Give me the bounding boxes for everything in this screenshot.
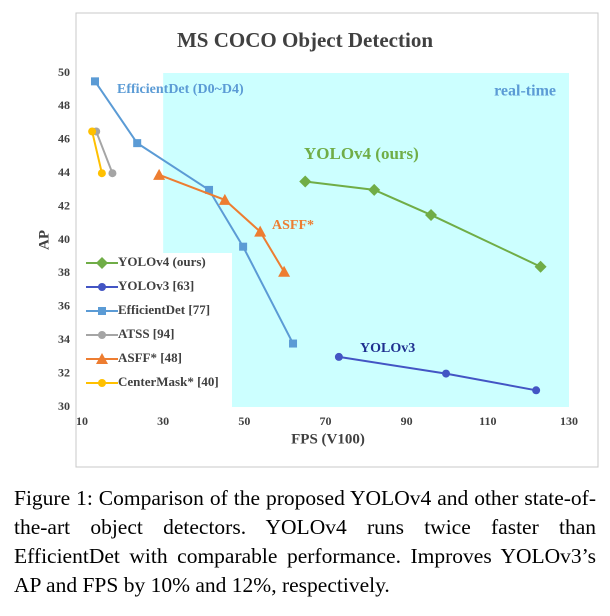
y-tick-label: 40	[58, 232, 70, 246]
y-tick-label: 50	[58, 65, 70, 79]
point	[532, 386, 541, 395]
point	[239, 242, 248, 251]
legend-marker	[98, 379, 106, 387]
y-tick-label: 48	[58, 98, 70, 112]
x-tick-label: 10	[76, 414, 88, 428]
y-tick-label: 38	[58, 265, 70, 279]
legend-label: ATSS [94]	[118, 326, 174, 341]
point	[90, 77, 99, 86]
legend-box	[82, 253, 232, 407]
legend-label: CenterMask* [40]	[118, 374, 219, 389]
point	[442, 369, 451, 378]
point	[153, 168, 166, 180]
y-tick-label: 44	[58, 165, 70, 179]
y-tick-label: 46	[58, 132, 70, 146]
annotation: ASFF*	[272, 218, 314, 233]
annotation: YOLOv3	[360, 341, 415, 356]
caption: Figure 1: Comparison of the proposed YOL…	[14, 486, 596, 597]
point	[97, 169, 106, 178]
point	[254, 225, 267, 237]
series-line	[95, 131, 114, 174]
x-tick-label: 110	[479, 414, 496, 428]
legend-label: YOLOv3 [63]	[118, 278, 194, 293]
annotation: YOLOv4 (ours)	[304, 144, 419, 163]
x-tick-label: 70	[320, 414, 332, 428]
point	[88, 127, 97, 136]
y-tick-label: 42	[58, 198, 70, 212]
annotation: real-time	[494, 83, 556, 100]
legend-label: YOLOv4 (ours)	[118, 254, 206, 269]
point	[133, 139, 142, 148]
point	[108, 169, 117, 178]
point	[299, 175, 312, 188]
series-line	[305, 180, 542, 268]
legend-marker	[98, 283, 106, 291]
plot-area: 10 30 50 70 90 110 130 30 32 34 36 38 40 42 44 46 48 50 YO…	[58, 65, 578, 428]
legend-marker	[96, 353, 108, 364]
x-tick-label: 30	[157, 414, 169, 428]
x-tick-label: 90	[401, 414, 413, 428]
series-line	[158, 173, 285, 273]
legend-marker	[98, 331, 106, 339]
point	[334, 352, 343, 361]
legend-label: EfficientDet [77]	[118, 302, 210, 317]
point	[278, 265, 291, 277]
legend-marker	[98, 307, 106, 315]
legend-label: ASFF* [48]	[118, 350, 182, 365]
chart: MS COCO Object Detection FPS (V100) AP 1…	[36, 12, 599, 468]
y-tick-label: 30	[58, 399, 70, 413]
point	[218, 193, 231, 205]
y-tick-label: 34	[58, 332, 70, 346]
point	[368, 183, 381, 196]
point	[425, 208, 438, 221]
point	[289, 339, 298, 348]
chart-title: MS COCO Object Detection	[177, 28, 433, 52]
legend-marker	[96, 257, 108, 269]
x-axis-label: FPS (V100)	[291, 431, 365, 447]
y-tick-label: 36	[58, 299, 70, 313]
point	[534, 260, 547, 273]
y-axis-label: AP	[36, 230, 52, 250]
series-line	[91, 131, 103, 174]
y-tick-label: 32	[58, 365, 70, 379]
x-tick-label: 50	[238, 414, 250, 428]
point	[205, 185, 214, 194]
annotation: EfficientDet (D0~D4)	[117, 82, 244, 97]
chart-frame	[75, 12, 599, 468]
x-tick-label: 130	[560, 414, 578, 428]
